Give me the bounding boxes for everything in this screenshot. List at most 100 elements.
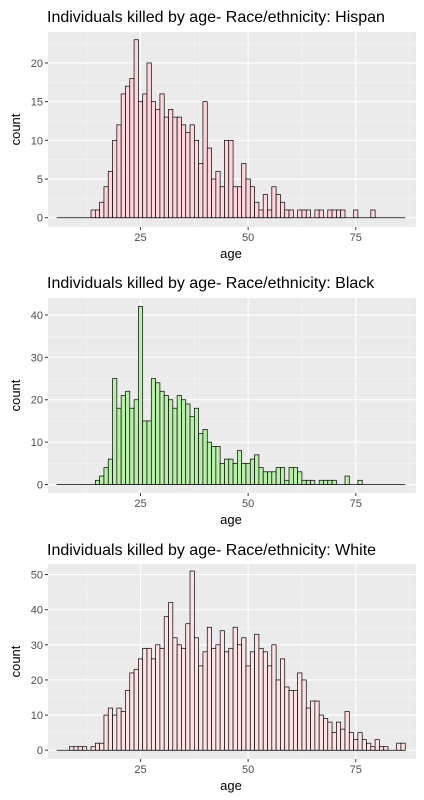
y-axis-label: count (8, 645, 23, 677)
y-tick-label: 20 (31, 395, 43, 407)
histogram-bar (211, 178, 217, 219)
histogram-bar (254, 201, 260, 219)
histogram-bar (228, 458, 234, 485)
histogram-bar (379, 746, 385, 751)
histogram-bar (370, 746, 376, 751)
histogram-bar (150, 101, 156, 219)
histogram-bar (374, 739, 380, 751)
histogram-bar (400, 742, 406, 751)
histogram-bar (219, 462, 225, 485)
histogram-bar (107, 707, 113, 751)
histogram-bar (280, 467, 286, 485)
histogram-bar (219, 630, 225, 751)
histogram-bar (245, 178, 251, 219)
histogram-bar (112, 378, 118, 485)
histogram-bar (181, 399, 187, 485)
histogram-bar (99, 742, 105, 751)
histogram-bar (202, 429, 208, 485)
histogram-bar (288, 209, 294, 219)
histogram-bar (129, 672, 135, 751)
histogram-bar (159, 390, 165, 485)
y-tick-label: 20 (31, 58, 43, 70)
x-tick-label: 75 (350, 232, 362, 244)
histogram-bar (331, 732, 337, 751)
histogram-bar (172, 407, 178, 485)
histogram-bar (318, 209, 324, 219)
histogram-bar (305, 707, 311, 751)
histogram-bar (224, 651, 230, 751)
histogram-bar (245, 665, 251, 751)
histogram-bar (129, 407, 135, 485)
histogram-bar (206, 626, 212, 751)
histogram-bar (181, 124, 187, 219)
histogram-bar (181, 647, 187, 751)
histogram-bar (297, 672, 303, 751)
histogram-bar (94, 479, 100, 485)
histogram-bar (107, 458, 113, 485)
histogram-bar (211, 647, 217, 751)
histogram-bar (185, 623, 191, 751)
histogram-bar (206, 441, 212, 485)
histogram-bar (288, 467, 294, 485)
histogram-bar (138, 101, 144, 219)
histogram-bar (73, 746, 79, 751)
histogram-bar (159, 93, 165, 219)
histogram-bar (301, 209, 307, 219)
histogram-bar (245, 462, 251, 485)
y-tick-label: 30 (31, 640, 43, 652)
histogram-bar (176, 395, 182, 485)
histogram-bar (271, 644, 277, 751)
y-tick-label: 10 (31, 710, 43, 722)
histogram-bar (125, 690, 131, 751)
histogram-bar (357, 732, 363, 751)
x-tick-label: 25 (134, 232, 146, 244)
histogram-bar (77, 746, 83, 751)
y-tick-label: 0 (37, 213, 43, 225)
histogram-bar (138, 306, 144, 485)
histogram-bar (314, 209, 320, 219)
x-tick-label: 50 (242, 764, 254, 776)
histogram-bar (331, 209, 337, 219)
histogram-bar (138, 658, 144, 751)
histogram-bar (120, 93, 126, 219)
histogram-bar (323, 479, 329, 485)
histogram-bar (189, 416, 195, 485)
histogram-bar (159, 647, 165, 751)
histogram-panel-2: Individuals killed by age- Race/ethnicit… (8, 275, 416, 527)
histogram-bar (202, 651, 208, 751)
x-axis-label: age (220, 246, 242, 261)
y-tick-label: 0 (37, 745, 43, 757)
histogram-bar (249, 458, 255, 485)
histogram-bar (168, 109, 174, 219)
histogram-bar (99, 201, 105, 219)
histogram-bar (228, 139, 234, 219)
histogram-bar (366, 742, 372, 751)
histogram-bar (215, 446, 221, 485)
x-axis-label: age (220, 778, 242, 793)
histogram-bar (206, 147, 212, 219)
histogram-bar (305, 209, 311, 219)
histogram-bar (344, 711, 350, 751)
histogram-bar (370, 209, 376, 219)
histogram-bar (241, 637, 247, 751)
histogram-bar (280, 658, 286, 751)
histogram-bar (284, 479, 290, 485)
histogram-bar (258, 467, 264, 485)
histogram-bar (301, 679, 307, 751)
histogram-bar (125, 85, 131, 219)
histogram-bar (262, 651, 268, 751)
y-tick-label: 30 (31, 352, 43, 364)
x-tick-label: 75 (350, 764, 362, 776)
histogram-bar (340, 728, 346, 751)
histogram-bar (133, 399, 139, 485)
histogram-bar (176, 116, 182, 219)
histogram-bar (254, 633, 260, 751)
histogram-bar (94, 742, 100, 751)
histogram-bar (155, 109, 161, 219)
histogram-bar (237, 450, 243, 485)
histogram-bar (116, 707, 122, 751)
histogram-bar (120, 395, 126, 485)
histogram-bar (267, 471, 273, 485)
histogram-bar (172, 637, 178, 751)
histogram-bar (318, 479, 324, 485)
